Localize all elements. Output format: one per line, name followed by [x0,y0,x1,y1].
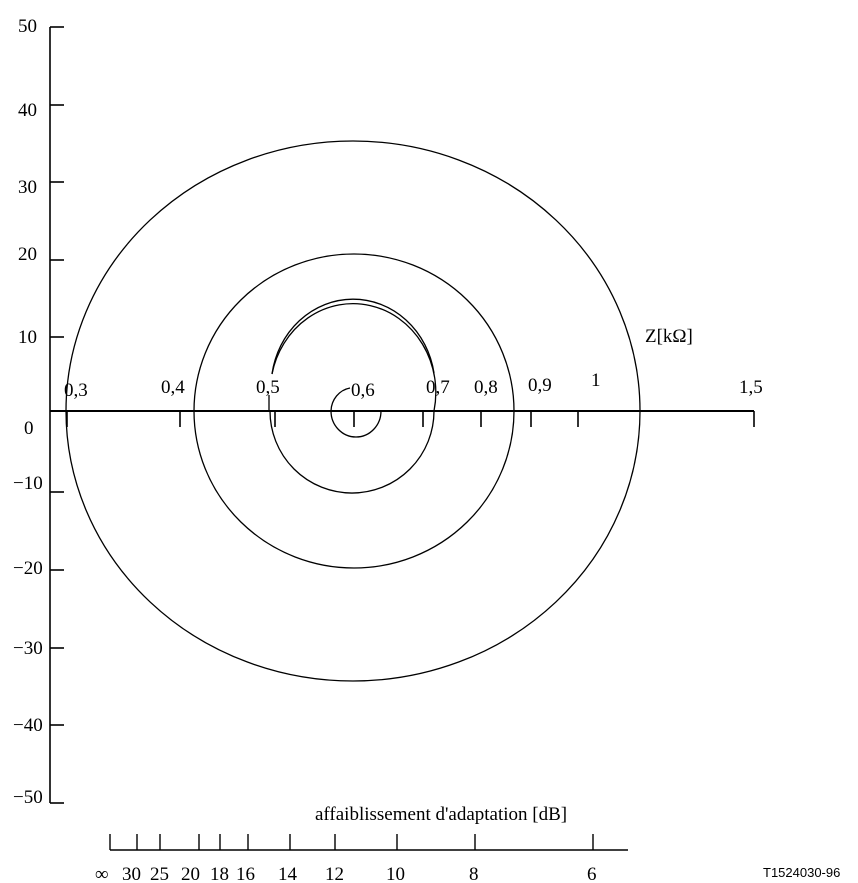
attenuation-tick-label: 8 [469,864,479,883]
z-tick-label: 1,5 [739,377,763,398]
y-tick-label: −40 [13,715,43,736]
y-tick-label: 0 [24,418,34,439]
z-tick-label: 1 [591,370,601,391]
attenuation-scale-label: affaiblissement d'adaptation [dB] [315,804,567,825]
attenuation-tick-label: ∞ [95,864,109,883]
attenuation-tick-labels: ∞ 30 25 20 18 16 14 12 10 8 6 [95,864,597,883]
z-axis-label: Z[kΩ] [645,326,693,347]
y-tick-label: 30 [18,177,37,198]
y-tick-label: −30 [13,638,43,659]
figure-id: T1524030-96 [763,865,840,880]
attenuation-tick-label: 25 [150,864,169,883]
z-ticks [66,411,755,427]
z-tick-label: 0,5 [256,377,280,398]
y-tick-labels: 50 40 30 20 10 0 −10 −20 −30 −40 −50 [13,16,43,808]
z-tick-label: 0,4 [161,377,185,398]
y-tick-label: 50 [18,16,37,37]
y-tick-label: 40 [18,100,37,121]
attenuation-tick-label: 20 [181,864,200,883]
circle-14db-top [271,298,435,375]
attenuation-tick-label: 6 [587,864,597,883]
y-tick-label: −10 [13,473,43,494]
attenuation-tick-label: 30 [122,864,141,883]
y-tick-label: −50 [13,787,43,808]
vertical-axis [49,26,64,804]
attenuation-tick-label: 14 [278,864,298,883]
z-tick-labels: 0,3 0,4 0,5 0,6 0,7 0,8 0,9 1 1,5 Z[kΩ] [64,326,763,401]
y-tick-label: 20 [18,244,37,265]
circle-20db [330,387,382,438]
attenuation-tick-label: 12 [325,864,344,883]
z-tick-label: 0,7 [426,377,450,398]
z-tick-label: 0,9 [528,375,552,396]
attenuation-tick-label: 16 [236,864,255,883]
z-tick-label: 0,8 [474,377,498,398]
attenuation-scale [109,834,628,851]
z-tick-label: 0,6 [351,380,375,401]
attenuation-tick-label: 10 [386,864,405,883]
y-tick-label: −20 [13,558,43,579]
y-tick-label: 10 [18,327,37,348]
attenuation-tick-label: 18 [210,864,229,883]
z-tick-label: 0,3 [64,380,88,401]
